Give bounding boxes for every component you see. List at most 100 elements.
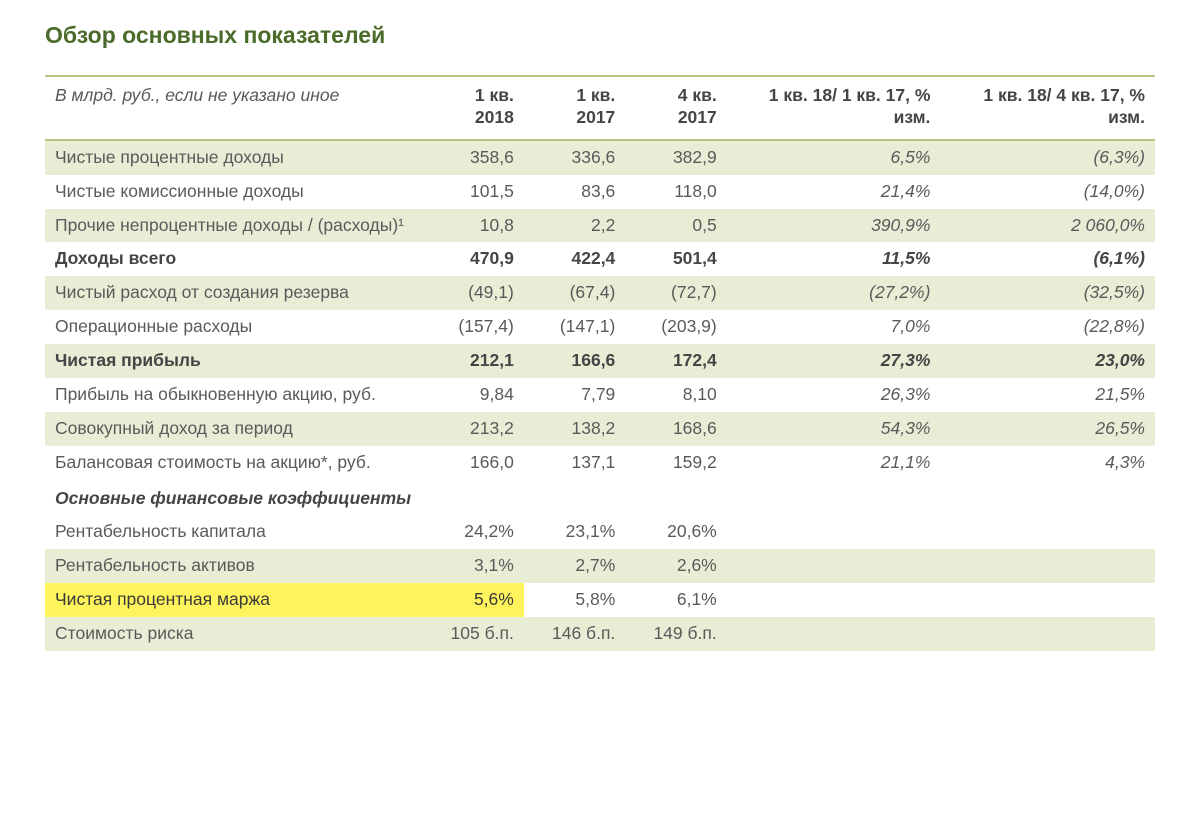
row-label: Чистые процентные доходы bbox=[45, 140, 422, 175]
cell: 422,4 bbox=[524, 242, 625, 276]
table-row: Рентабельность активов3,1%2,7%2,6% bbox=[45, 549, 1155, 583]
table-header-col-4: 1 кв. 18/ 4 кв. 17, % изм. bbox=[940, 77, 1155, 140]
cell: (147,1) bbox=[524, 310, 625, 344]
cell: 0,5 bbox=[625, 209, 726, 243]
cell: 6,5% bbox=[727, 140, 941, 175]
cell: 137,1 bbox=[524, 446, 625, 480]
cell: 21,5% bbox=[940, 378, 1155, 412]
table-header-col-0: 1 кв. 2018 bbox=[422, 77, 523, 140]
cell: 2 060,0% bbox=[940, 209, 1155, 243]
cell: 20,6% bbox=[625, 515, 726, 549]
cell: 213,2 bbox=[422, 412, 523, 446]
cell: 212,1 bbox=[422, 344, 523, 378]
cell: 172,4 bbox=[625, 344, 726, 378]
cell: 24,2% bbox=[422, 515, 523, 549]
cell: 8,10 bbox=[625, 378, 726, 412]
cell: (49,1) bbox=[422, 276, 523, 310]
page-title: Обзор основных показателей bbox=[45, 22, 1155, 49]
cell: 159,2 bbox=[625, 446, 726, 480]
table-row: Чистая прибыль212,1166,6172,427,3%23,0% bbox=[45, 344, 1155, 378]
cell: 27,3% bbox=[727, 344, 941, 378]
cell: (203,9) bbox=[625, 310, 726, 344]
table-row: Рентабельность капитала24,2%23,1%20,6% bbox=[45, 515, 1155, 549]
table-body: Чистые процентные доходы358,6336,6382,96… bbox=[45, 140, 1155, 651]
row-label: Операционные расходы bbox=[45, 310, 422, 344]
row-label: Чистая процентная маржа bbox=[45, 583, 422, 617]
cell: 3,1% bbox=[422, 549, 523, 583]
cell: 501,4 bbox=[625, 242, 726, 276]
cell: 10,8 bbox=[422, 209, 523, 243]
table-header-rowlabel: В млрд. руб., если не указано иное bbox=[45, 77, 422, 140]
cell: (14,0%) bbox=[940, 175, 1155, 209]
cell: (32,5%) bbox=[940, 276, 1155, 310]
cell: 168,6 bbox=[625, 412, 726, 446]
table-row: Стоимость риска105 б.п.146 б.п.149 б.п. bbox=[45, 617, 1155, 651]
table-row: Операционные расходы(157,4)(147,1)(203,9… bbox=[45, 310, 1155, 344]
cell: 5,6% bbox=[422, 583, 523, 617]
table-row: Чистый расход от создания резерва(49,1)(… bbox=[45, 276, 1155, 310]
row-label: Прибыль на обыкновенную акцию, руб. bbox=[45, 378, 422, 412]
table-row: Прибыль на обыкновенную акцию, руб.9,847… bbox=[45, 378, 1155, 412]
table-row: Доходы всего470,9422,4501,411,5%(6,1%) bbox=[45, 242, 1155, 276]
cell: 23,1% bbox=[524, 515, 625, 549]
cell: (67,4) bbox=[524, 276, 625, 310]
row-label: Доходы всего bbox=[45, 242, 422, 276]
cell: 138,2 bbox=[524, 412, 625, 446]
page-container: Обзор основных показателей В млрд. руб.,… bbox=[0, 0, 1200, 681]
cell: 105 б.п. bbox=[422, 617, 523, 651]
table-row: Чистые комиссионные доходы101,583,6118,0… bbox=[45, 175, 1155, 209]
cell: 4,3% bbox=[940, 446, 1155, 480]
row-label: Прочие непроцентные доходы / (расходы)¹ bbox=[45, 209, 422, 243]
cell: 101,5 bbox=[422, 175, 523, 209]
cell: 166,0 bbox=[422, 446, 523, 480]
cell bbox=[727, 515, 941, 549]
table-header-col-3: 1 кв. 18/ 1 кв. 17, % изм. bbox=[727, 77, 941, 140]
row-label: Совокупный доход за период bbox=[45, 412, 422, 446]
cell: 358,6 bbox=[422, 140, 523, 175]
cell: 2,7% bbox=[524, 549, 625, 583]
cell: (27,2%) bbox=[727, 276, 941, 310]
table-row: Прочие непроцентные доходы / (расходы)¹1… bbox=[45, 209, 1155, 243]
cell: 2,2 bbox=[524, 209, 625, 243]
cell bbox=[940, 549, 1155, 583]
section-heading: Основные финансовые коэффициенты bbox=[45, 480, 1155, 516]
cell: 21,1% bbox=[727, 446, 941, 480]
cell: (72,7) bbox=[625, 276, 726, 310]
cell: 21,4% bbox=[727, 175, 941, 209]
table-header-col-1: 1 кв. 2017 bbox=[524, 77, 625, 140]
table-row: Чистая процентная маржа5,6%5,8%6,1% bbox=[45, 583, 1155, 617]
table-header-col-2: 4 кв. 2017 bbox=[625, 77, 726, 140]
financial-table: В млрд. руб., если не указано иное 1 кв.… bbox=[45, 75, 1155, 651]
cell: 166,6 bbox=[524, 344, 625, 378]
cell: 2,6% bbox=[625, 549, 726, 583]
cell: (6,3%) bbox=[940, 140, 1155, 175]
table-row: Совокупный доход за период213,2138,2168,… bbox=[45, 412, 1155, 446]
row-label: Рентабельность капитала bbox=[45, 515, 422, 549]
table-row: Балансовая стоимость на акцию*, руб.166,… bbox=[45, 446, 1155, 480]
cell bbox=[940, 617, 1155, 651]
cell bbox=[727, 583, 941, 617]
row-label: Стоимость риска bbox=[45, 617, 422, 651]
cell: 336,6 bbox=[524, 140, 625, 175]
cell: 83,6 bbox=[524, 175, 625, 209]
cell: 26,5% bbox=[940, 412, 1155, 446]
cell: 390,9% bbox=[727, 209, 941, 243]
cell: (6,1%) bbox=[940, 242, 1155, 276]
cell: 470,9 bbox=[422, 242, 523, 276]
cell bbox=[940, 583, 1155, 617]
row-label: Чистая прибыль bbox=[45, 344, 422, 378]
cell: (22,8%) bbox=[940, 310, 1155, 344]
cell: 9,84 bbox=[422, 378, 523, 412]
row-label: Балансовая стоимость на акцию*, руб. bbox=[45, 446, 422, 480]
cell: 54,3% bbox=[727, 412, 941, 446]
cell: 6,1% bbox=[625, 583, 726, 617]
cell bbox=[727, 617, 941, 651]
cell: 146 б.п. bbox=[524, 617, 625, 651]
table-header-row: В млрд. руб., если не указано иное 1 кв.… bbox=[45, 77, 1155, 140]
cell: 7,79 bbox=[524, 378, 625, 412]
cell: 118,0 bbox=[625, 175, 726, 209]
cell: 26,3% bbox=[727, 378, 941, 412]
cell: (157,4) bbox=[422, 310, 523, 344]
row-label: Чистые комиссионные доходы bbox=[45, 175, 422, 209]
table-row: Чистые процентные доходы358,6336,6382,96… bbox=[45, 140, 1155, 175]
